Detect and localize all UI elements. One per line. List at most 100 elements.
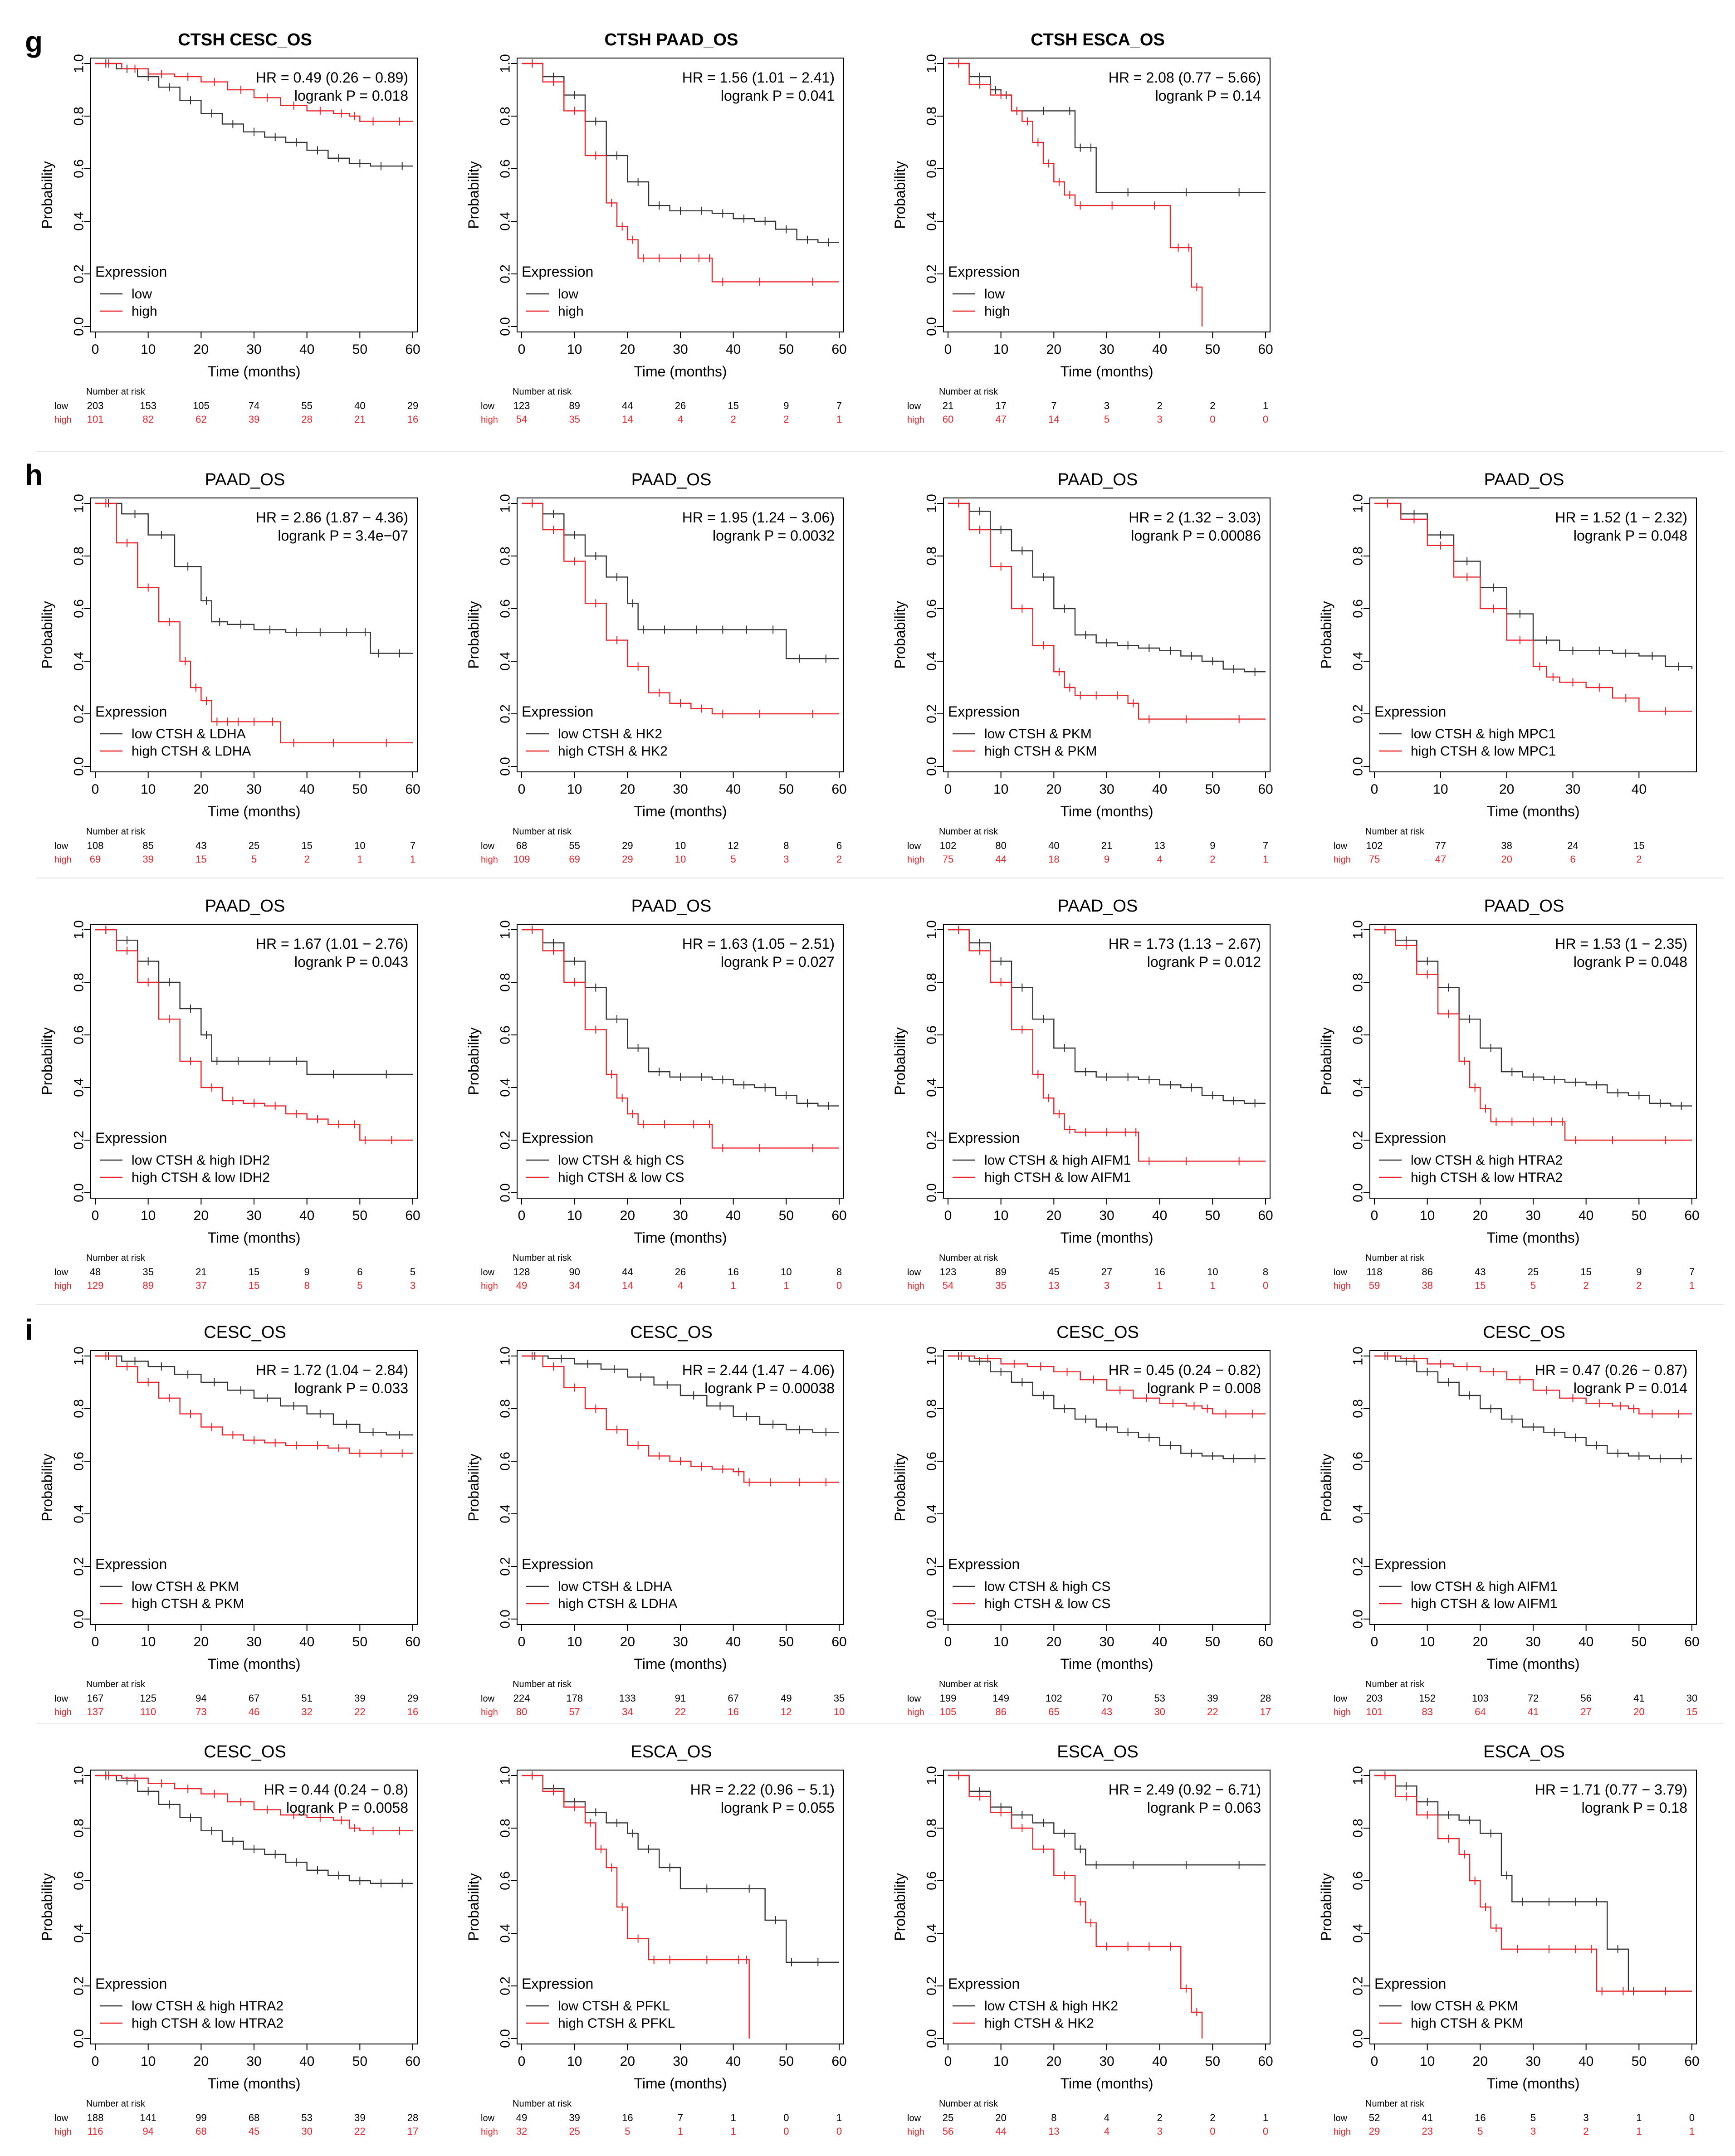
x-tick-label: 50 xyxy=(1205,2054,1220,2069)
x-axis-label: Time (months) xyxy=(634,2075,727,2092)
panel-title: CESC_OS xyxy=(1056,1323,1139,1342)
risk-value-high: 10 xyxy=(834,1706,845,1717)
x-tick-label: 60 xyxy=(405,2054,420,2069)
section-divider-g-h xyxy=(36,451,1724,452)
y-tick-label: 0.8 xyxy=(498,973,513,992)
y-tick-label: 0.6 xyxy=(72,1871,87,1890)
logrank-p-text: logrank P = 0.048 xyxy=(1574,527,1687,544)
risk-value-low: 53 xyxy=(1154,1693,1165,1704)
risk-row-label-high: high xyxy=(907,1707,924,1717)
x-tick-label: 10 xyxy=(1420,2054,1435,2069)
logrank-p-text: logrank P = 0.055 xyxy=(721,1800,835,1816)
y-tick-label: 0.4 xyxy=(498,652,513,671)
risk-row-label-high: high xyxy=(54,1707,72,1717)
risk-value-low: 26 xyxy=(675,1266,686,1278)
risk-value-high: 32 xyxy=(516,2126,527,2137)
risk-value-high: 101 xyxy=(87,414,104,425)
x-tick-label: 30 xyxy=(1525,1208,1540,1223)
y-tick-label: 1.0 xyxy=(498,920,513,939)
x-tick-label: 20 xyxy=(1046,1634,1061,1649)
risk-value-high: 34 xyxy=(622,1706,633,1717)
y-tick-label: 0.8 xyxy=(924,546,939,566)
risk-value-low: 7 xyxy=(1689,1266,1695,1278)
x-tick-label: 60 xyxy=(405,782,420,797)
risk-row-label-high: high xyxy=(1334,855,1351,865)
panel-title: CESC_OS xyxy=(630,1323,713,1342)
x-tick-label: 50 xyxy=(779,1208,794,1223)
risk-value-low: 39 xyxy=(354,2112,365,2123)
x-tick-label: 20 xyxy=(1473,2054,1488,2069)
risk-value-high: 13 xyxy=(1048,2126,1059,2137)
risk-value-low: 45 xyxy=(1048,1266,1059,1278)
km-curve-low xyxy=(522,1355,839,1433)
legend-label-low: low xyxy=(558,287,578,302)
risk-value-high: 5 xyxy=(251,854,257,865)
km-curve-low xyxy=(948,929,1266,1104)
legend-title: Expression xyxy=(95,1976,167,1992)
risk-value-high: 80 xyxy=(516,1706,527,1717)
legend-title: Expression xyxy=(95,703,167,720)
risk-value-high: 46 xyxy=(249,1706,259,1717)
y-tick-label: 1.0 xyxy=(72,54,87,73)
risk-value-high: 2 xyxy=(731,414,736,425)
legend-title: Expression xyxy=(948,1976,1020,1992)
x-tick-label: 0 xyxy=(1371,782,1378,797)
risk-value-low: 9 xyxy=(1636,1266,1642,1278)
risk-value-high: 32 xyxy=(301,1706,312,1717)
risk-value-high: 4 xyxy=(678,1280,683,1291)
risk-value-high: 1 xyxy=(731,2126,736,2137)
risk-value-low: 16 xyxy=(622,2112,633,2123)
risk-value-low: 67 xyxy=(728,1693,738,1704)
risk-value-low: 30 xyxy=(1686,1693,1697,1704)
x-tick-label: 20 xyxy=(194,1208,209,1223)
panel-title: CESC_OS xyxy=(204,1323,286,1342)
km-curve-low xyxy=(948,1355,1266,1459)
risk-value-high: 47 xyxy=(1435,854,1446,865)
y-tick-label: 0.4 xyxy=(924,1924,939,1943)
risk-value-low: 21 xyxy=(195,1266,206,1278)
risk-value-low: 5 xyxy=(1530,2112,1536,2123)
legend-title: Expression xyxy=(1374,1976,1446,1992)
risk-value-low: 56 xyxy=(1580,1693,1591,1704)
legend-title: Expression xyxy=(522,703,593,720)
x-tick-label: 60 xyxy=(1258,1208,1273,1223)
km-panel-3: CTSH ESCA_OS 0.0 0.2 0.4 0.6 0.8 1.0 Probabilit… xyxy=(892,30,1273,425)
y-tick-label: 0.2 xyxy=(924,1976,939,1995)
x-axis-label: Time (months) xyxy=(1060,1229,1153,1246)
y-axis-label: Probability xyxy=(1318,1873,1334,1941)
risk-value-low: 67 xyxy=(249,1693,259,1704)
x-axis-label: Time (months) xyxy=(207,1656,300,1672)
y-tick-label: 0.6 xyxy=(924,1871,939,1890)
x-tick-label: 30 xyxy=(246,1634,261,1649)
risk-value-low: 9 xyxy=(1210,840,1215,851)
logrank-p-text: logrank P = 0.18 xyxy=(1582,1800,1687,1816)
y-tick-label: 0.4 xyxy=(498,1924,513,1943)
risk-table-title: Number at risk xyxy=(939,2099,998,2109)
risk-value-high: 75 xyxy=(943,854,953,865)
hazard-ratio-text: HR = 1.63 (1.05 − 2.51) xyxy=(682,936,835,952)
legend-label-high: high xyxy=(984,304,1010,319)
y-tick-label: 0.4 xyxy=(1351,1924,1366,1943)
risk-value-high: 15 xyxy=(1475,1280,1486,1291)
hazard-ratio-text: HR = 0.49 (0.26 − 0.89) xyxy=(256,69,408,86)
x-tick-label: 50 xyxy=(779,342,794,357)
y-tick-label: 0.8 xyxy=(924,973,939,992)
y-tick-label: 0.2 xyxy=(924,264,939,283)
risk-value-low: 25 xyxy=(1528,1266,1539,1278)
y-tick-label: 0.6 xyxy=(498,1452,513,1471)
y-tick-label: 0.2 xyxy=(1351,704,1366,723)
y-tick-label: 1.0 xyxy=(924,1346,939,1366)
x-tick-label: 20 xyxy=(1499,782,1514,797)
risk-value-low: 103 xyxy=(1472,1693,1489,1704)
risk-value-high: 44 xyxy=(995,854,1006,865)
x-tick-label: 30 xyxy=(1099,782,1114,797)
x-tick-label: 0 xyxy=(1371,2054,1378,2069)
km-curve-low xyxy=(522,929,839,1107)
y-tick-label: 1.0 xyxy=(72,1346,87,1366)
x-tick-label: 10 xyxy=(993,782,1008,797)
x-tick-label: 30 xyxy=(673,342,688,357)
risk-row-label-high: high xyxy=(1334,2127,1351,2137)
risk-table-title: Number at risk xyxy=(1365,1679,1425,1689)
y-axis-label: Probability xyxy=(39,1873,55,1941)
risk-value-low: 141 xyxy=(140,2112,156,2123)
